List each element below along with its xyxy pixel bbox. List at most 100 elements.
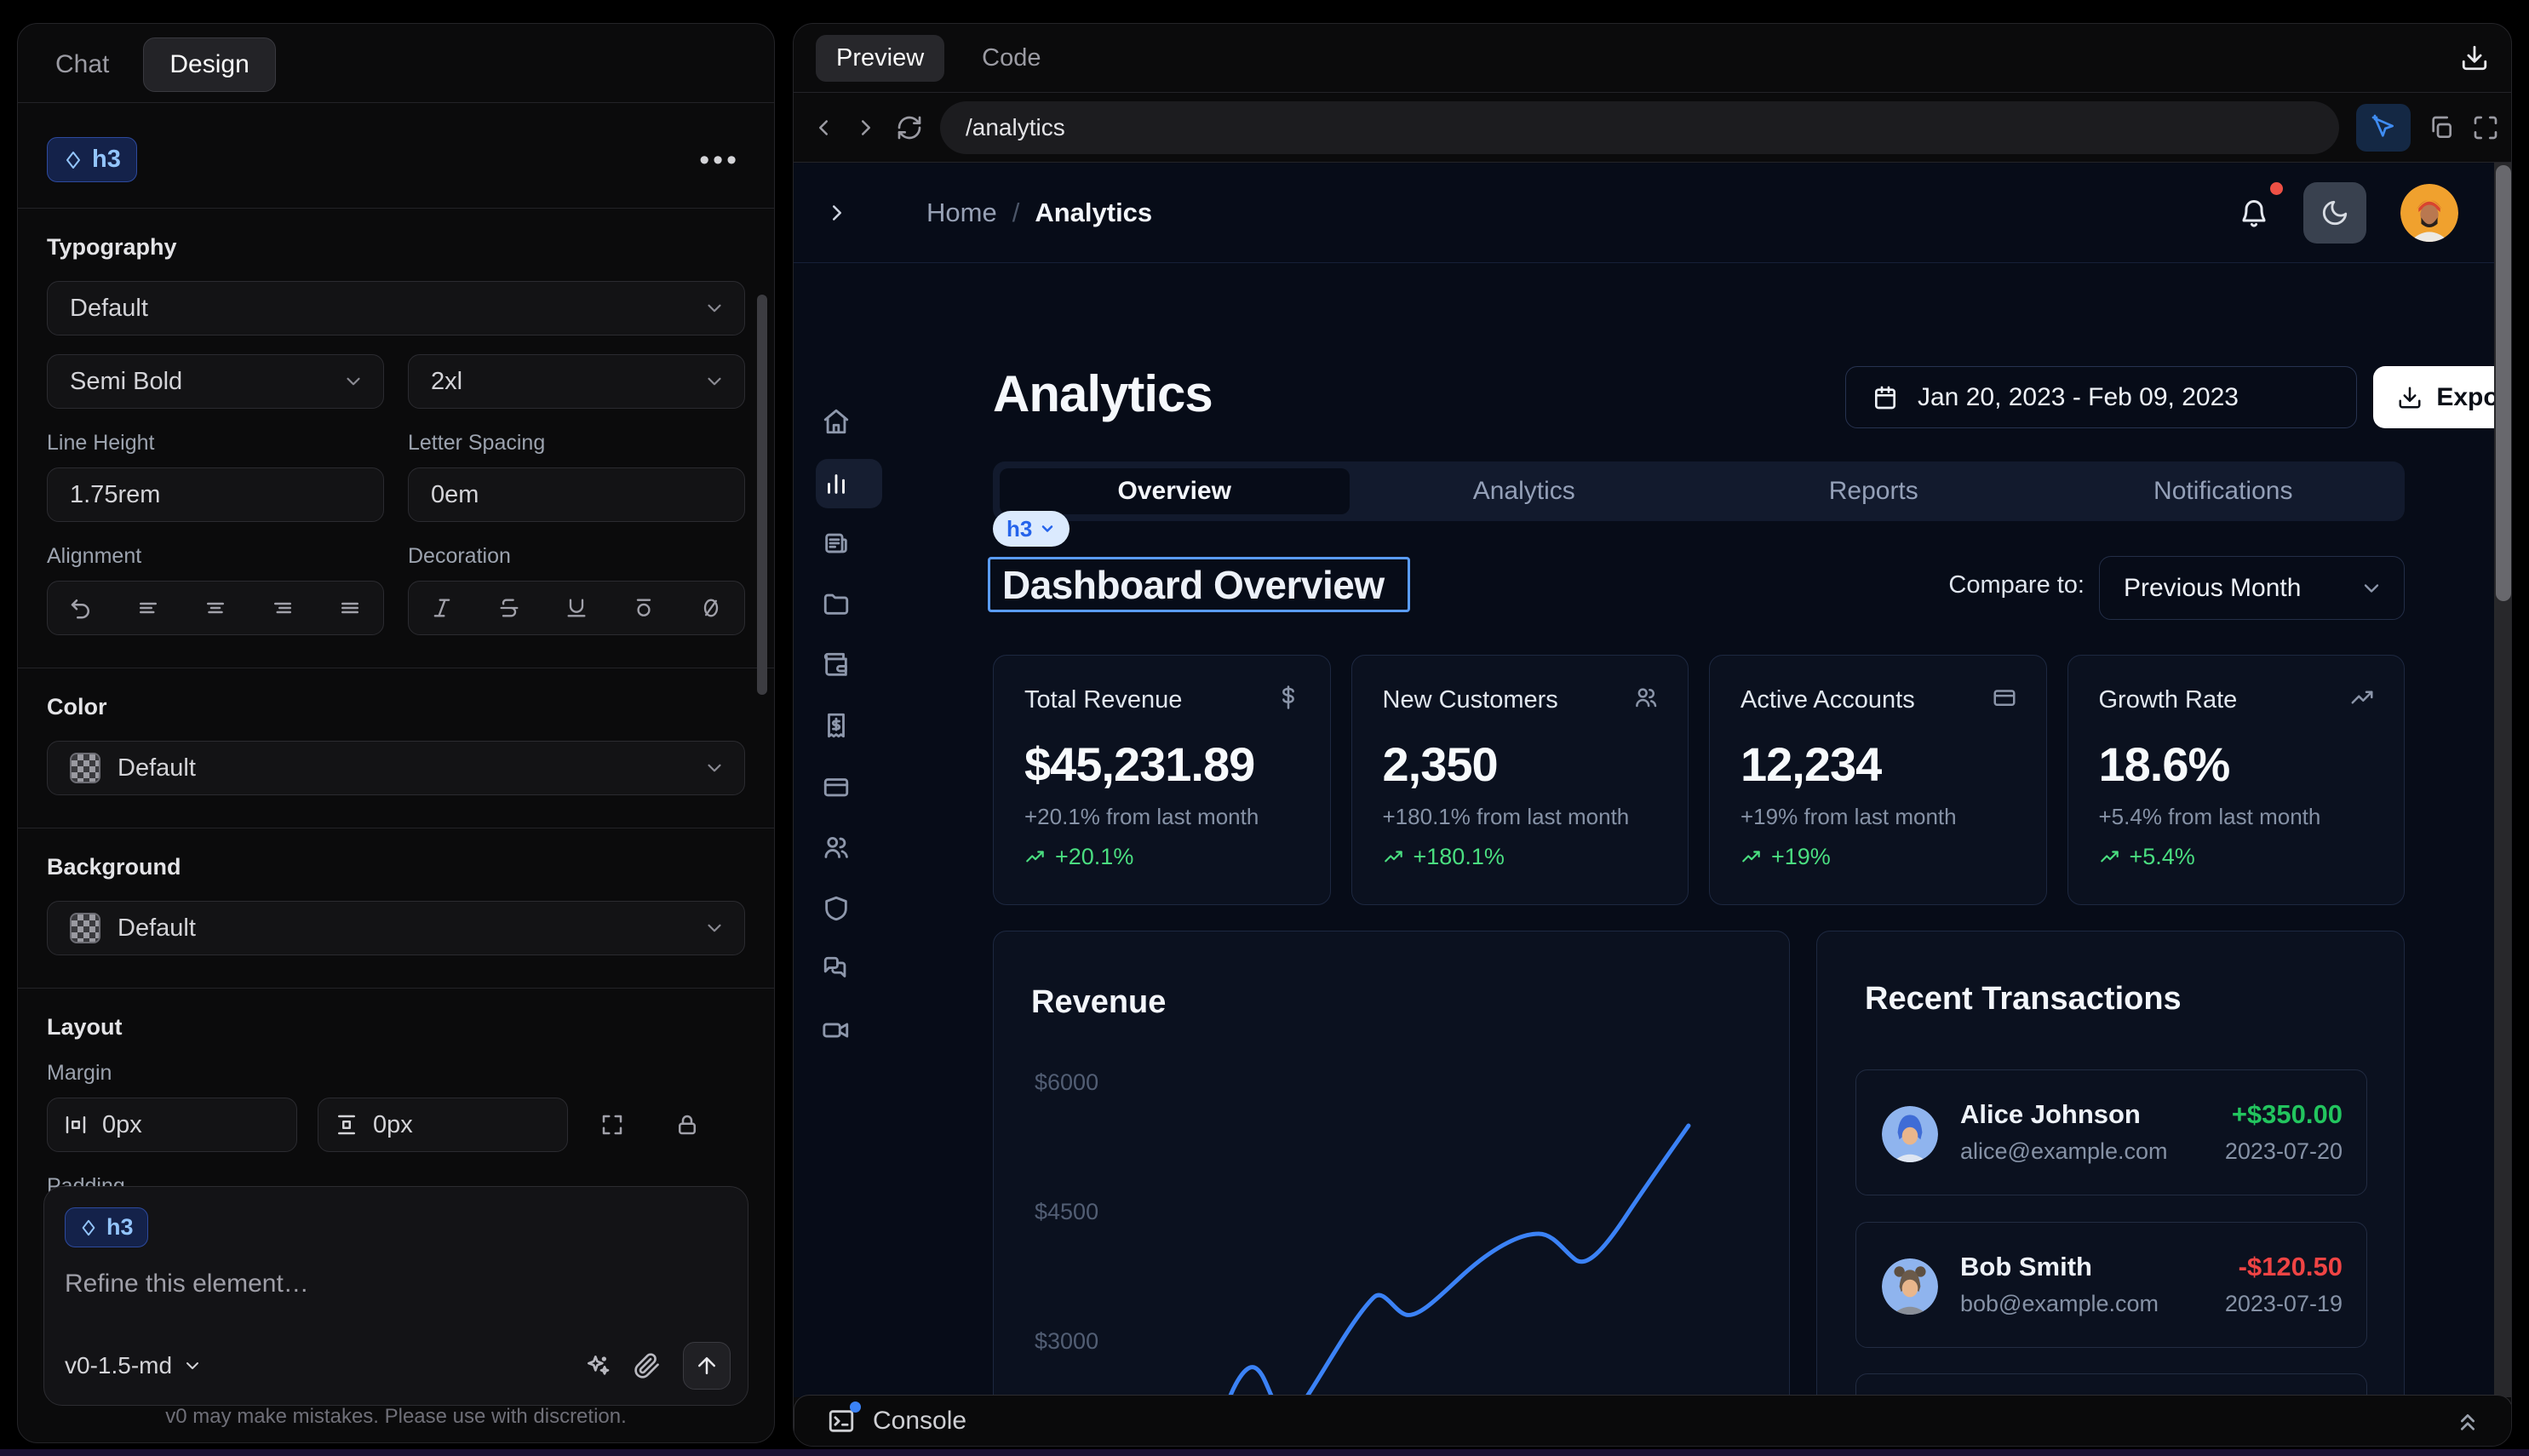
transaction-row-partial[interactable]: [1855, 1373, 2367, 1397]
selected-tag-chip[interactable]: h3: [993, 511, 1070, 547]
transaction-row[interactable]: Alice Johnson alice@example.com +$350.00…: [1855, 1069, 2367, 1195]
compare-select[interactable]: Previous Month: [2099, 556, 2405, 620]
align-center-button[interactable]: [192, 584, 239, 632]
notification-dot: [2270, 182, 2283, 195]
tab-analytics[interactable]: Analytics: [1350, 468, 1700, 514]
sidebar-messages-icon[interactable]: [822, 954, 851, 983]
user-avatar[interactable]: [2400, 184, 2458, 242]
selected-element-badge[interactable]: h3: [47, 137, 137, 182]
model-select[interactable]: v0-1.5-md: [65, 1352, 203, 1379]
background-select[interactable]: Default: [47, 901, 745, 955]
tab-reports[interactable]: Reports: [1699, 468, 2049, 514]
fullscreen-icon[interactable]: [2472, 114, 2499, 141]
transactions-title: Recent Transactions: [1865, 981, 2182, 1017]
url-input[interactable]: [966, 114, 2314, 141]
margin-lock-button[interactable]: [663, 1101, 711, 1149]
preview-scrollbar-thumb[interactable]: [2496, 165, 2511, 601]
app-header: Home / Analytics: [794, 163, 2494, 263]
font-family-select[interactable]: Default: [47, 281, 745, 335]
tab-code[interactable]: Code: [982, 44, 1041, 72]
sidebar-card-icon[interactable]: [822, 772, 851, 801]
align-right-button[interactable]: [259, 584, 307, 632]
date-range-picker[interactable]: Jan 20, 2023 - Feb 09, 2023: [1845, 366, 2357, 428]
tab-preview[interactable]: Preview: [816, 35, 944, 82]
console-bar[interactable]: Console: [794, 1395, 2512, 1446]
send-button[interactable]: [683, 1342, 731, 1390]
breadcrumb-home[interactable]: Home: [926, 198, 997, 228]
transaction-row[interactable]: Bob Smith bob@example.com -$120.50 2023-…: [1855, 1222, 2367, 1348]
sparkles-icon[interactable]: [584, 1352, 611, 1379]
refine-input[interactable]: [65, 1270, 727, 1298]
sidebar-shield-icon[interactable]: [822, 894, 851, 923]
expand-icon: [599, 1112, 625, 1138]
reset-alignment-button[interactable]: [57, 584, 105, 632]
alignment-label: Alignment: [47, 544, 384, 569]
font-weight-select[interactable]: Semi Bold: [47, 354, 384, 409]
calendar-icon: [1872, 384, 1899, 411]
margin-x-field[interactable]: 0px: [47, 1098, 297, 1152]
compare-label: Compare to:: [1948, 571, 2085, 599]
alignment-group: [47, 581, 384, 635]
rendered-app-viewport: Home / Analytics: [794, 163, 2512, 1397]
sidebar-analytics-icon[interactable]: [822, 468, 851, 497]
background-swatch-icon: [70, 913, 100, 943]
sidebar-wallet-icon[interactable]: [822, 651, 851, 679]
sidebar-receipt-icon[interactable]: [822, 711, 851, 740]
tab-chat[interactable]: Chat: [55, 50, 109, 79]
sidebar-news-icon[interactable]: [822, 529, 851, 558]
strikethrough-button[interactable]: [485, 584, 533, 632]
notifications-button[interactable]: [2239, 198, 2269, 228]
margin-y-icon: [334, 1112, 359, 1138]
sidebar-video-icon[interactable]: [822, 1016, 851, 1045]
refine-chat-box: h3 v0-1.5-md: [43, 1186, 748, 1406]
margin-y-field[interactable]: 0px: [318, 1098, 568, 1152]
url-bar: [794, 92, 2511, 163]
background-section: Background Default: [18, 828, 774, 988]
underline-button[interactable]: [553, 584, 600, 632]
line-height-field[interactable]: 1.75rem: [47, 467, 384, 522]
select-element-button[interactable]: [2356, 104, 2411, 152]
align-right-icon: [270, 595, 295, 621]
inspector-scrollbar[interactable]: [757, 295, 767, 695]
download-button[interactable]: [2460, 43, 2489, 72]
stats-row: Total Revenue $45,231.89 +20.1% from las…: [993, 655, 2405, 905]
avatar: [1882, 1258, 1938, 1315]
arrow-up-icon: [694, 1353, 720, 1379]
breadcrumb: Home / Analytics: [926, 198, 1152, 228]
diamond-icon: [63, 150, 83, 170]
sidebar-folder-icon[interactable]: [822, 589, 851, 618]
tab-overview[interactable]: Overview: [1000, 468, 1350, 514]
margin-x-icon: [63, 1112, 89, 1138]
console-expand-button[interactable]: [2454, 1407, 2481, 1435]
sidebar-users-icon[interactable]: [822, 833, 851, 862]
italic-button[interactable]: [418, 584, 466, 632]
export-data-button[interactable]: Export Data: [2373, 366, 2512, 428]
sidebar-toggle-icon[interactable]: [824, 200, 850, 226]
align-justify-button[interactable]: [326, 584, 374, 632]
copy-icon[interactable]: [2428, 114, 2455, 141]
align-left-button[interactable]: [124, 584, 172, 632]
color-label: Color: [47, 694, 745, 720]
tab-notifications[interactable]: Notifications: [2049, 468, 2399, 514]
overline-button[interactable]: [620, 584, 668, 632]
align-justify-icon: [337, 595, 363, 621]
more-options-icon[interactable]: •••: [699, 156, 740, 164]
back-button[interactable]: [811, 115, 836, 140]
margin-expand-button[interactable]: [588, 1101, 636, 1149]
element-selection-outline[interactable]: Dashboard Overview: [988, 557, 1410, 612]
no-decoration-button[interactable]: [687, 584, 735, 632]
align-left-icon: [135, 595, 161, 621]
letter-spacing-field[interactable]: 0em: [408, 467, 745, 522]
paperclip-icon[interactable]: [634, 1352, 661, 1379]
refresh-icon[interactable]: [896, 114, 923, 141]
tab-design[interactable]: Design: [143, 37, 275, 92]
theme-toggle-button[interactable]: [2303, 182, 2366, 244]
sidebar-home-icon[interactable]: [822, 407, 851, 436]
cursor-sparkle-icon: [2370, 114, 2397, 141]
chat-element-badge[interactable]: h3: [65, 1207, 148, 1247]
font-size-select[interactable]: 2xl: [408, 354, 745, 409]
chart-title: Revenue: [1031, 984, 1166, 1021]
url-field[interactable]: [940, 101, 2339, 154]
forward-button[interactable]: [853, 115, 879, 140]
color-select[interactable]: Default: [47, 741, 745, 795]
